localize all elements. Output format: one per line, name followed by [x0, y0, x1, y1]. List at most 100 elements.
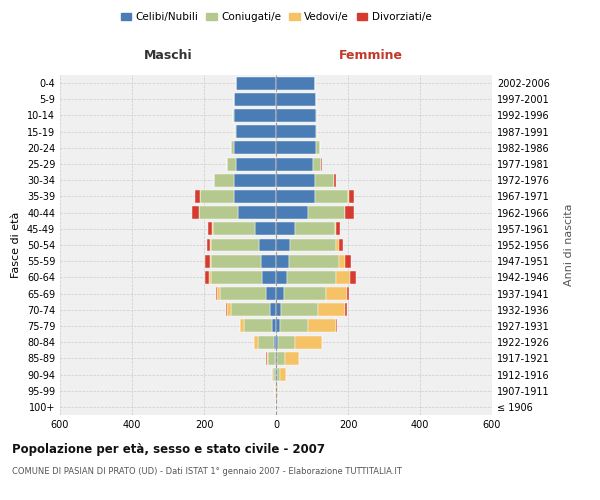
Bar	[275, 368, 276, 381]
Bar	[214, 174, 233, 186]
Bar	[200, 190, 233, 203]
Bar	[335, 222, 336, 235]
Bar	[235, 125, 236, 138]
Bar	[227, 304, 230, 316]
Bar	[276, 254, 289, 268]
Bar	[192, 206, 199, 219]
Bar	[295, 222, 335, 235]
Bar	[272, 320, 276, 332]
Bar	[347, 287, 349, 300]
Bar	[205, 271, 209, 284]
Bar	[230, 142, 233, 154]
Bar	[345, 254, 350, 268]
Bar	[262, 271, 276, 284]
Bar	[284, 287, 326, 300]
Bar	[350, 271, 356, 284]
Bar	[276, 109, 316, 122]
Bar	[281, 304, 319, 316]
Bar	[334, 174, 336, 186]
Bar	[233, 174, 276, 186]
Text: Femmine: Femmine	[339, 50, 403, 62]
Bar	[349, 190, 354, 203]
Bar	[211, 238, 259, 252]
Bar	[236, 76, 276, 90]
Bar	[276, 304, 281, 316]
Bar	[277, 352, 284, 365]
Bar	[280, 368, 286, 381]
Bar	[308, 320, 337, 332]
Bar	[217, 287, 220, 300]
Bar	[276, 76, 315, 90]
Y-axis label: Fasce di età: Fasce di età	[11, 212, 21, 278]
Legend: Celibi/Nubili, Coniugati/e, Vedovi/e, Divorziati/e: Celibi/Nubili, Coniugati/e, Vedovi/e, Di…	[116, 8, 436, 26]
Bar	[258, 336, 274, 348]
Bar	[266, 352, 268, 365]
Bar	[259, 238, 276, 252]
Bar	[276, 222, 295, 235]
Bar	[289, 254, 338, 268]
Bar	[238, 206, 276, 219]
Bar	[278, 336, 295, 348]
Bar	[196, 190, 200, 203]
Bar	[276, 190, 315, 203]
Bar	[268, 352, 275, 365]
Bar	[345, 206, 354, 219]
Bar	[277, 368, 280, 381]
Bar	[319, 304, 345, 316]
Bar	[280, 320, 308, 332]
Bar	[290, 238, 337, 252]
Bar	[316, 125, 317, 138]
Bar	[345, 304, 347, 316]
Bar	[227, 158, 236, 170]
Bar	[277, 384, 278, 397]
Bar	[199, 206, 238, 219]
Bar	[275, 352, 276, 365]
Bar	[276, 271, 287, 284]
Bar	[276, 142, 316, 154]
Bar	[316, 142, 320, 154]
Bar	[233, 190, 276, 203]
Bar	[205, 254, 210, 268]
Bar	[209, 271, 211, 284]
Text: Maschi: Maschi	[143, 50, 193, 62]
Bar	[226, 304, 227, 316]
Text: COMUNE DI PASIAN DI PRATO (UD) - Dati ISTAT 1° gennaio 2007 - Elaborazione TUTTI: COMUNE DI PASIAN DI PRATO (UD) - Dati IS…	[12, 468, 402, 476]
Bar	[295, 336, 322, 348]
Bar	[284, 352, 299, 365]
Bar	[276, 125, 316, 138]
Bar	[287, 271, 337, 284]
Bar	[313, 158, 322, 170]
Bar	[269, 304, 276, 316]
Bar	[230, 304, 269, 316]
Bar	[315, 174, 334, 186]
Text: Popolazione per età, sesso e stato civile - 2007: Popolazione per età, sesso e stato civil…	[12, 442, 325, 456]
Bar	[240, 320, 244, 332]
Bar	[276, 174, 315, 186]
Bar	[255, 222, 276, 235]
Bar	[276, 238, 290, 252]
Bar	[220, 287, 266, 300]
Bar	[211, 271, 262, 284]
Bar	[236, 125, 276, 138]
Bar	[337, 271, 350, 284]
Y-axis label: Anni di nascita: Anni di nascita	[563, 204, 574, 286]
Bar	[266, 287, 276, 300]
Bar	[233, 109, 276, 122]
Bar	[326, 287, 347, 300]
Bar	[211, 254, 261, 268]
Bar	[261, 254, 276, 268]
Bar	[315, 190, 349, 203]
Bar	[276, 206, 308, 219]
Bar	[274, 336, 276, 348]
Bar	[276, 158, 313, 170]
Bar	[212, 222, 255, 235]
Bar	[272, 368, 274, 381]
Bar	[236, 158, 276, 170]
Bar	[337, 238, 340, 252]
Bar	[308, 206, 345, 219]
Bar	[276, 93, 316, 106]
Bar	[208, 222, 212, 235]
Bar	[340, 238, 343, 252]
Bar	[233, 93, 276, 106]
Bar	[274, 368, 275, 381]
